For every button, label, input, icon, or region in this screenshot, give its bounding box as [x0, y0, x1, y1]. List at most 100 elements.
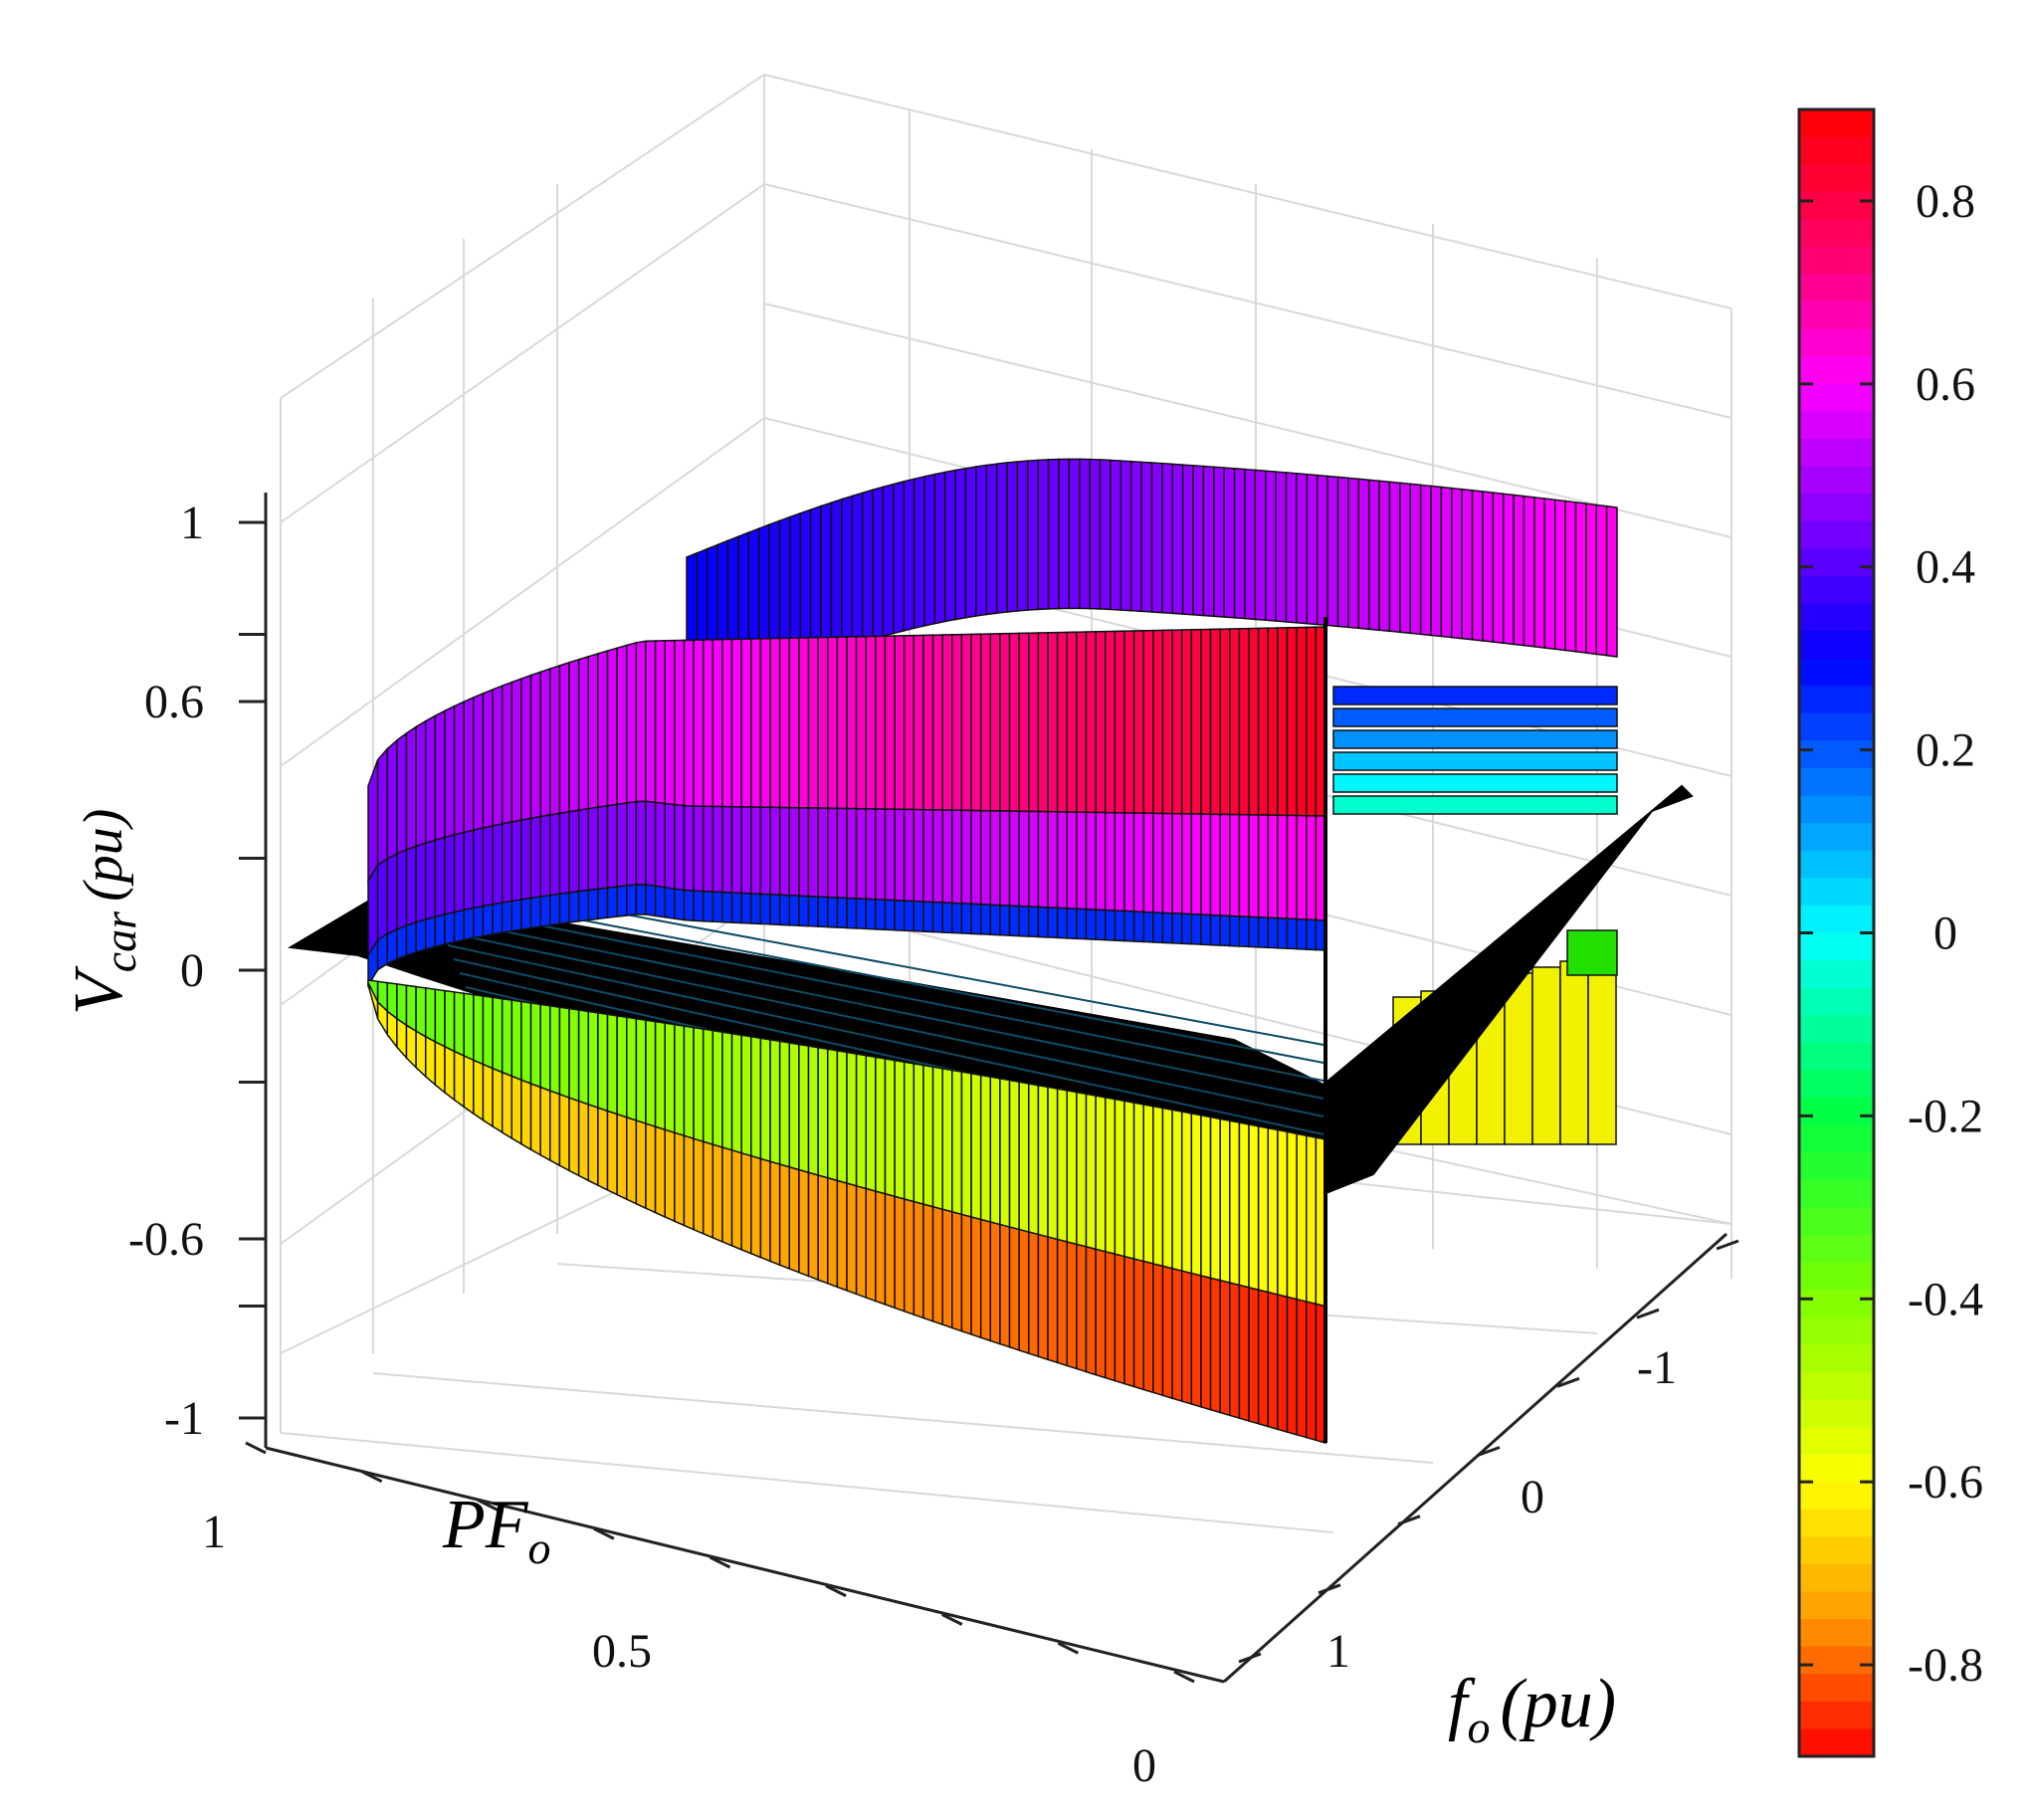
- front-surface-cell: [1018, 632, 1030, 813]
- front-surface-cell: [1190, 813, 1202, 915]
- front-surface-cell: [549, 1090, 561, 1167]
- back-surface-cell: [1129, 460, 1142, 613]
- back-surface-cell: [1306, 473, 1319, 626]
- front-surface-cell: [1200, 813, 1212, 916]
- front-surface-cell: [836, 807, 848, 900]
- front-surface-cell: [664, 1022, 676, 1134]
- front-surface-cell: [913, 634, 924, 811]
- front-surface-cell: [405, 1023, 417, 1070]
- front-surface-cell: [1066, 908, 1078, 940]
- colorbar-segment: [1799, 219, 1874, 248]
- front-surface-cell: [1076, 1243, 1088, 1373]
- z-tick-label: -0.6: [128, 1213, 204, 1266]
- y-tick: [1238, 1652, 1262, 1664]
- front-surface-cell: [529, 1082, 541, 1157]
- back-surface-cell: [1265, 470, 1277, 622]
- front-surface-cell: [1180, 629, 1193, 815]
- front-surface-cell: [529, 896, 541, 929]
- front-surface-cell: [1267, 1126, 1279, 1296]
- front-surface-cell: [1286, 814, 1298, 920]
- front-surface-cell: [922, 634, 934, 811]
- y-tick: [1318, 1583, 1341, 1595]
- front-surface-cell: [1132, 630, 1144, 814]
- front-surface-cell: [606, 886, 618, 919]
- front-surface-cell: [587, 806, 599, 892]
- front-surface-cell: [1257, 1289, 1270, 1428]
- front-surface-cell: [1132, 1258, 1144, 1391]
- front-surface-cell: [1104, 1250, 1117, 1382]
- front-surface-cell: [1248, 915, 1260, 948]
- front-surface-cell: [549, 664, 561, 816]
- front-surface-cell: [463, 907, 475, 941]
- front-surface-cell: [683, 889, 695, 922]
- front-surface-cell: [396, 924, 408, 961]
- front-surface-cell: [664, 802, 676, 891]
- front-surface-cell: [903, 1198, 915, 1316]
- back-surface-cell: [1099, 459, 1112, 611]
- front-surface-cell: [1248, 1123, 1260, 1292]
- front-surface-cell: [1123, 1100, 1135, 1261]
- front-surface-cell: [492, 902, 504, 935]
- front-surface-cell: [376, 857, 388, 942]
- back-surface-cell: [1367, 479, 1380, 632]
- back-surface-cell: [1285, 472, 1298, 624]
- front-surface-cell: [1171, 629, 1183, 815]
- front-surface-cell: [654, 1020, 666, 1131]
- front-surface-cell: [903, 900, 915, 932]
- back-surface-cell: [1357, 478, 1370, 631]
- colorbar-segment: [1799, 246, 1874, 276]
- front-surface-cell: [674, 639, 686, 807]
- back-surface-cell: [1150, 462, 1163, 614]
- front-surface-cell: [884, 899, 896, 931]
- colorbar-segment: [1799, 466, 1874, 496]
- front-surface-cell: [778, 1040, 791, 1168]
- front-surface-cell: [444, 833, 456, 915]
- front-surface-cell: [367, 759, 379, 884]
- front-surface-cell: [558, 810, 570, 896]
- back-surface-cell: [1140, 461, 1153, 613]
- colorbar-segment: [1799, 1509, 1874, 1538]
- front-surface-cell: [721, 891, 733, 923]
- front-surface-cell: [807, 895, 819, 927]
- front-surface-cell: [510, 677, 522, 823]
- colorbar-segment: [1799, 136, 1874, 166]
- colorbar-segment: [1799, 1482, 1874, 1511]
- front-surface-cell: [654, 885, 666, 918]
- front-surface-cell: [453, 909, 465, 943]
- back-surface-cell: [1419, 484, 1432, 637]
- front-surface-cell: [473, 905, 485, 939]
- colorbar-tick-label: -0.2: [1908, 1090, 1983, 1142]
- x-tick: [477, 1499, 499, 1512]
- back-surface-cell: [1316, 474, 1328, 627]
- front-surface-cell: [846, 897, 858, 929]
- y-axis-line: [1223, 1232, 1728, 1684]
- colorbar-segment: [1799, 1015, 1874, 1044]
- front-surface-cell: [482, 903, 494, 937]
- back-surface-lower-cell: [1559, 960, 1589, 1145]
- front-surface-cell: [549, 812, 561, 897]
- colorbar-segment: [1799, 302, 1874, 330]
- front-surface-cell: [740, 1151, 752, 1255]
- front-surface-cell: [979, 633, 992, 812]
- front-surface-cell: [1209, 1277, 1221, 1414]
- front-surface-cell: [501, 1071, 513, 1140]
- front-surface-cell: [1180, 1270, 1193, 1405]
- front-surface-cell: [1219, 1279, 1231, 1417]
- front-surface-cell: [386, 927, 398, 965]
- front-surface-cell: [702, 805, 714, 893]
- front-surface-cell: [568, 1007, 580, 1103]
- front-surface-cell: [492, 685, 504, 827]
- front-surface-cell: [529, 1002, 541, 1089]
- front-surface-cell: [1056, 1088, 1069, 1243]
- front-surface-cell: [951, 902, 963, 934]
- front-surface-cell: [778, 806, 791, 897]
- front-surface-cell: [855, 1184, 867, 1299]
- colorbar-segment: [1799, 1344, 1874, 1373]
- front-surface-cell: [558, 1006, 570, 1100]
- back-surface-cell: [872, 486, 885, 641]
- front-surface-cell: [922, 808, 934, 904]
- front-surface-cell: [817, 636, 829, 809]
- colorbar-segment: [1799, 905, 1874, 934]
- front-surface-cell: [1248, 1286, 1260, 1425]
- front-surface-cell: [1076, 631, 1088, 814]
